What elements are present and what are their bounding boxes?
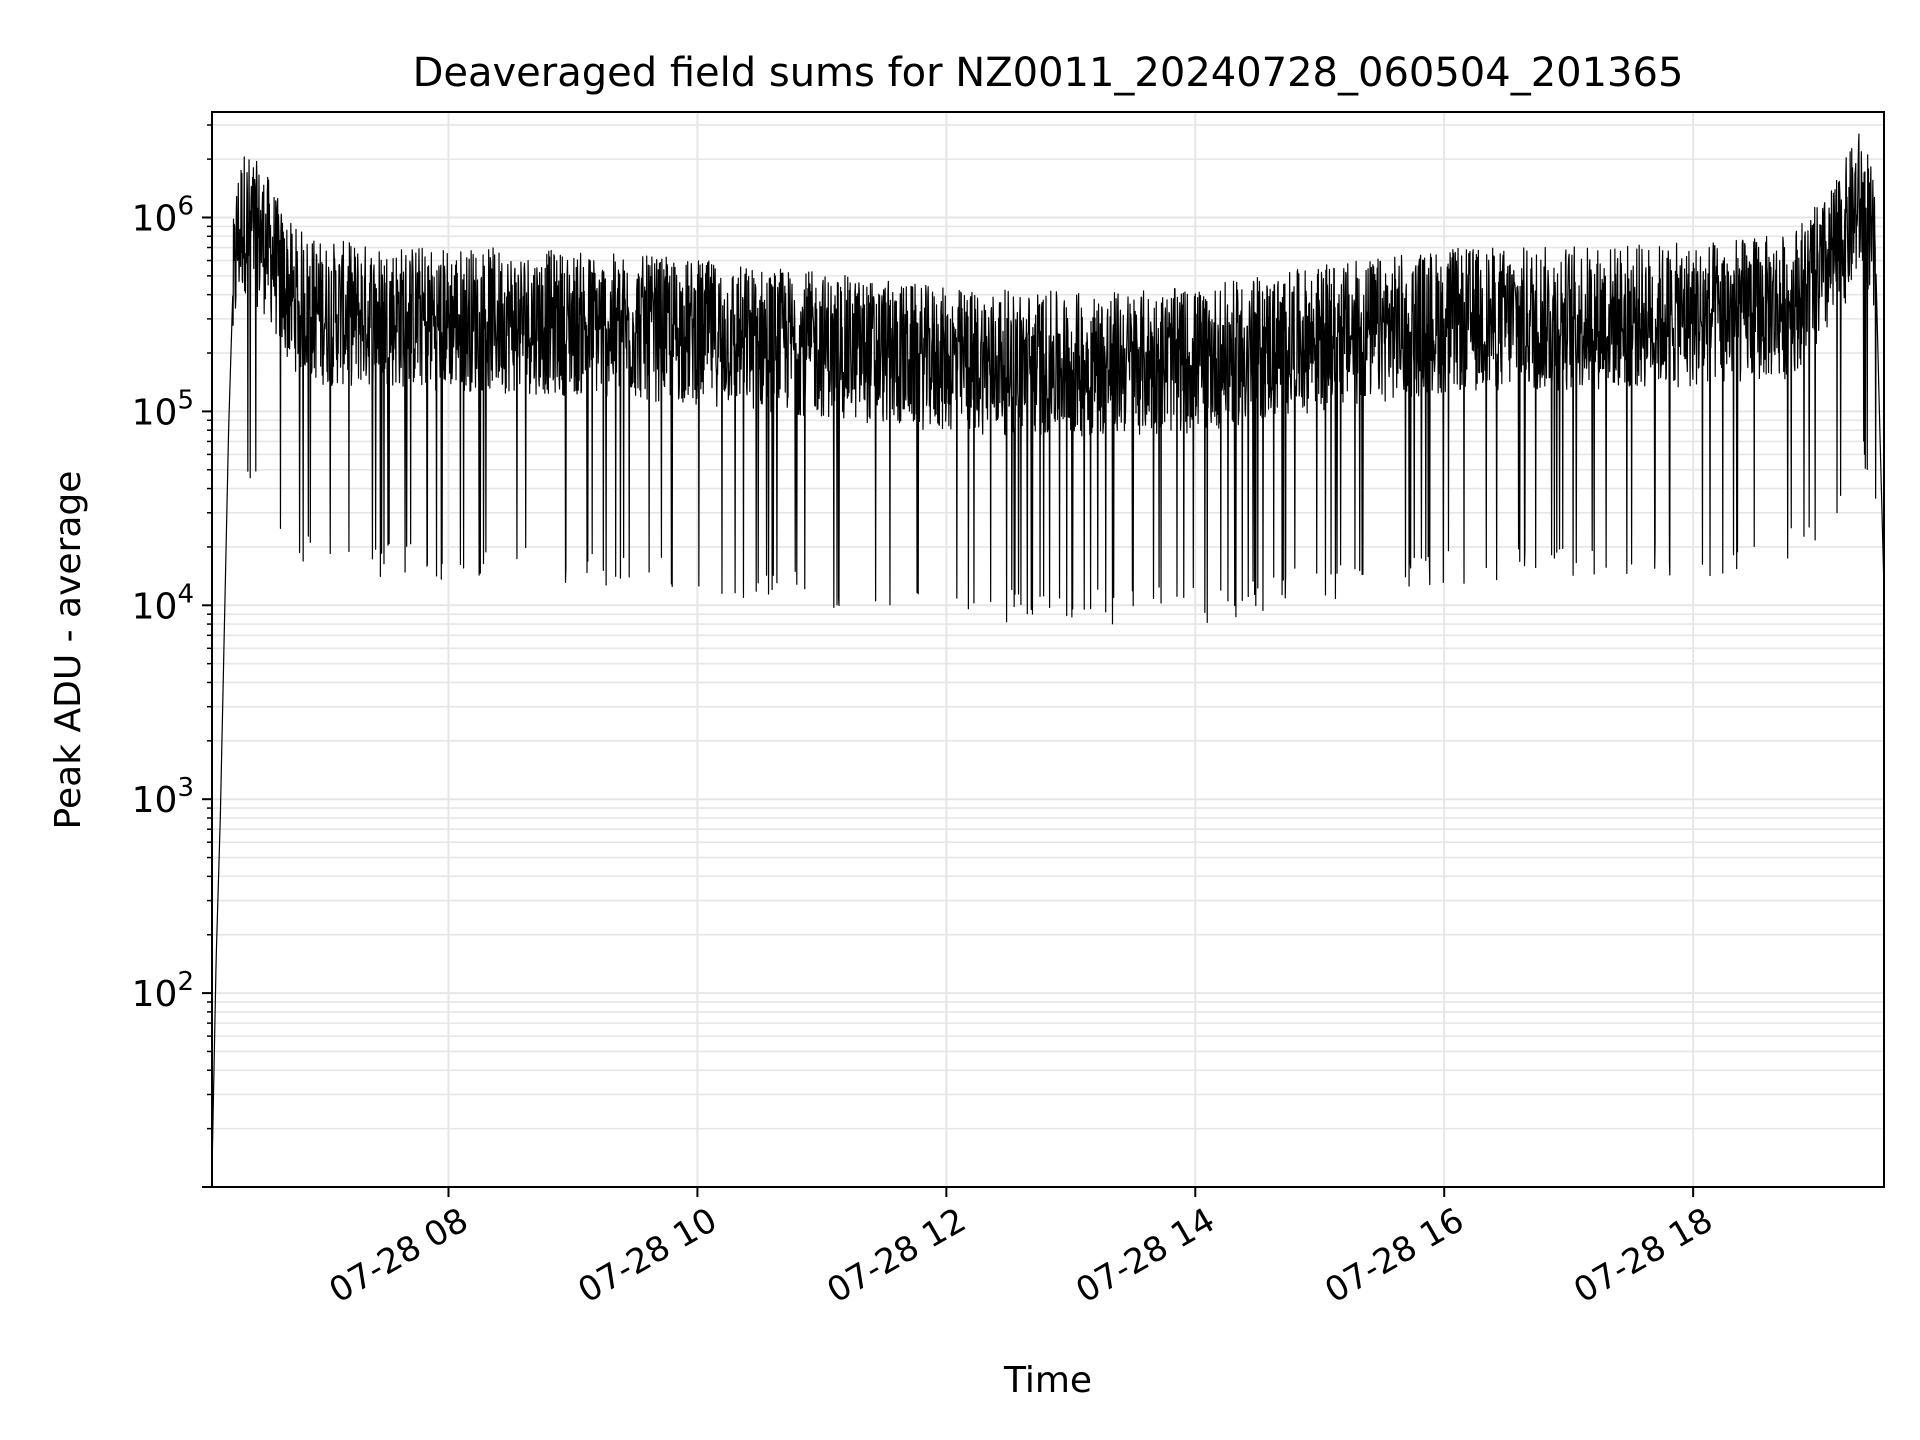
y-tick-label-exponent: 3 — [177, 773, 194, 803]
x-tick-label: 07-28 12 — [820, 1200, 972, 1311]
x-tick-label: 07-28 10 — [572, 1200, 724, 1311]
y-tick-label: 105 — [132, 385, 194, 433]
series-line — [211, 133, 1885, 1172]
y-tick-label: 106 — [132, 191, 194, 239]
series-layer — [211, 133, 1885, 1172]
y-tick-label-base: 10 — [132, 392, 178, 433]
x-tick-label: 07-28 16 — [1318, 1200, 1470, 1311]
y-tick-label: 103 — [132, 773, 194, 821]
y-tick-label-base: 10 — [132, 780, 178, 821]
y-tick-label-exponent: 2 — [177, 967, 194, 997]
axes-frame — [211, 111, 1885, 1188]
y-tick-label-exponent: 6 — [177, 191, 194, 221]
y-tick-label-exponent: 5 — [177, 385, 194, 415]
x-tick-label: 07-28 14 — [1069, 1200, 1221, 1311]
chart-title: Deaveraged field sums for NZ0011_2024072… — [413, 50, 1684, 96]
y-tick-label-exponent: 4 — [177, 579, 194, 609]
x-axis-label: Time — [1003, 1360, 1092, 1401]
x-tick-label: 07-28 18 — [1567, 1200, 1719, 1311]
y-tick-label: 104 — [132, 579, 194, 627]
y-tick-label: 102 — [132, 967, 194, 1015]
x-axis-ticks: 07-28 08 07-28 10 07-28 12 07-28 14 07-28 16… — [323, 1187, 1720, 1311]
y-tick-label-base: 10 — [132, 974, 178, 1015]
y-tick-label-base: 10 — [132, 198, 178, 239]
y-tick-label-base: 10 — [132, 586, 178, 627]
x-tick-label: 07-28 08 — [323, 1200, 475, 1311]
y-axis-label: Peak ADU - average — [48, 471, 89, 830]
